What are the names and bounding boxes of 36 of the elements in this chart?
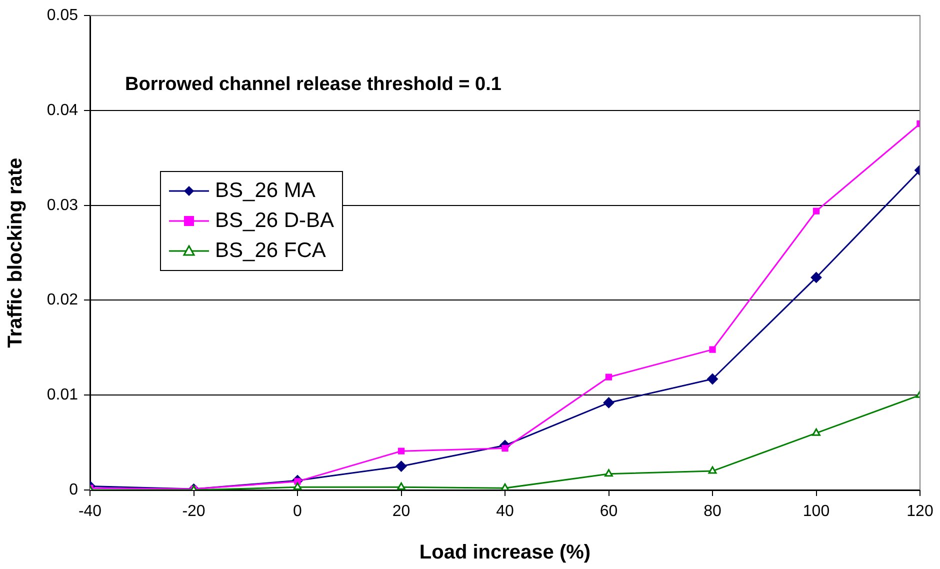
point [502, 444, 508, 452]
x-tick-label: -40 [78, 503, 102, 520]
legend-label: BS_26 D-BA [215, 208, 334, 234]
x-tick-label: 60 [600, 503, 618, 520]
x-tick-label: 40 [496, 503, 514, 520]
x-tick-label: 80 [704, 503, 722, 520]
point [396, 460, 407, 472]
point [603, 397, 614, 408]
point [604, 469, 613, 477]
point [709, 346, 716, 353]
y-tick-label: 0.03 [46, 196, 78, 214]
y-tick-label: 0.01 [46, 386, 78, 404]
point [500, 483, 510, 490]
x-tick-label: 20 [392, 503, 410, 520]
legend-label: BS_26 FCA [215, 238, 326, 264]
y-axis-title: Traffic blocking rate [4, 158, 27, 348]
x-axis-title: Load increase (%) [419, 542, 591, 564]
point [810, 272, 822, 283]
y-tick-label: 0.02 [46, 292, 78, 309]
x-tick-label: 0 [293, 503, 302, 520]
point [812, 428, 820, 436]
legend-label: BS_26 MA [215, 178, 316, 204]
point [398, 448, 405, 454]
y-tick-label: 0.04 [46, 102, 78, 119]
y-tick-label: 0.05 [46, 7, 78, 24]
point [397, 482, 406, 490]
y-tick-label: 0 [69, 481, 78, 498]
x-tick-label: 120 [906, 503, 934, 520]
point [812, 208, 820, 214]
annotation: Borrowed channel release threshold = 0.1 [125, 74, 502, 96]
point [605, 374, 612, 380]
point [707, 373, 718, 384]
point [708, 466, 717, 474]
point [293, 482, 302, 490]
x-tick-label: 100 [802, 503, 830, 520]
x-tick-label: -20 [182, 503, 206, 520]
